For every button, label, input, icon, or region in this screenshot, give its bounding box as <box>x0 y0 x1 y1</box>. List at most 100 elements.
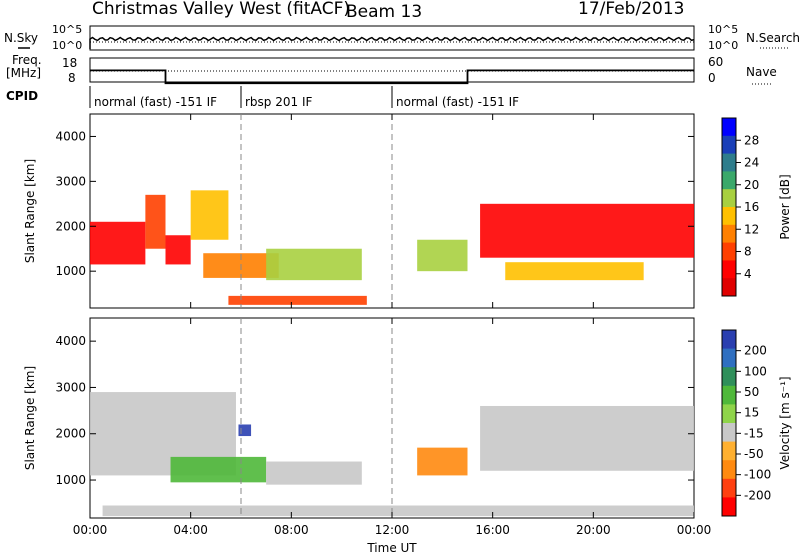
colorbar-tick-label: 20 <box>744 178 759 192</box>
colorbar-tick-label: 8 <box>744 245 752 259</box>
colorbar-tick-label: 16 <box>744 200 759 214</box>
colorbar-swatch <box>722 153 736 172</box>
y-tick-label: 1000 <box>55 473 86 487</box>
y-tick-label: 4000 <box>55 129 86 143</box>
x-tick-label: 20:00 <box>576 523 611 537</box>
colorbar-tick-label: 15 <box>744 406 759 420</box>
y-tick-label: 2000 <box>55 427 86 441</box>
colorbar-tick-label: -50 <box>744 447 764 461</box>
y-axis-label: Slant Range [km] <box>23 366 37 470</box>
title: Christmas Valley West (fitACF) <box>92 0 350 19</box>
colorbar-swatch <box>722 460 736 480</box>
noise-panel <box>89 25 695 51</box>
y-axis-label: Slant Range [km] <box>23 159 37 263</box>
data-region <box>238 424 252 437</box>
colorbar-swatch <box>722 478 736 498</box>
colorbar-label: Power [dB] <box>778 174 792 239</box>
data-region <box>417 239 468 272</box>
x-axis-label: Time UT <box>366 541 417 554</box>
data-region <box>190 190 229 240</box>
cpid-segment-label: normal (fast) -151 IF <box>396 95 519 109</box>
x-tick-label: 00:00 <box>677 523 712 537</box>
y-tick-label: 3000 <box>55 174 86 188</box>
x-tick-label: 04:00 <box>173 523 208 537</box>
colorbar-tick-label: -200 <box>744 488 771 502</box>
y-tick-label: 2000 <box>55 219 86 233</box>
data-region <box>266 248 362 281</box>
colorbar-swatch <box>722 207 736 226</box>
data-region <box>417 447 468 476</box>
freq-tick-top: 18 <box>62 56 77 70</box>
velocity-colorbar: 200 100 50 15 -15 -50 -100 -200 Velocity [m s⁻¹] <box>721 329 792 517</box>
cpid-segment-label: rbsp 201 IF <box>245 95 312 109</box>
freq-tick-bottom: 8 <box>68 71 76 85</box>
data-region <box>90 221 146 265</box>
x-tick-label: 08:00 <box>274 523 309 537</box>
colorbar-tick-label: -15 <box>744 426 764 440</box>
nsearch-label: N.Search <box>746 31 800 45</box>
nsky-trace <box>89 36 695 49</box>
colorbar-tick-label: 12 <box>744 222 759 236</box>
data-region <box>480 203 694 258</box>
data-region <box>102 505 695 517</box>
x-tick-label: 12:00 <box>375 523 410 537</box>
power-panel: 1000 2000 3000 4000 Slant Range [km] <box>23 113 695 309</box>
colorbar-swatch <box>722 423 736 443</box>
colorbar-swatch <box>722 441 736 461</box>
y-tick-label: 1000 <box>55 264 86 278</box>
colorbar-swatch <box>722 278 736 297</box>
data-region <box>228 295 367 305</box>
power-colorbar: 28 24 20 16 12 8 4 Power [dB] <box>721 117 792 297</box>
noise-traces <box>89 36 695 49</box>
noise-tick-right-top: 10^5 <box>708 23 738 36</box>
x-tick-label: 00:00 <box>73 523 108 537</box>
cpid-segment-label: normal (fast) -151 IF <box>94 95 217 109</box>
x-axis: 00:00 04:00 08:00 12:00 16:00 20:00 00:00 <box>73 114 712 537</box>
freq-line <box>90 69 694 85</box>
velocity-panel: 1000 2000 3000 4000 Slant Range [km] <box>23 317 695 519</box>
colorbar-swatch <box>722 348 736 368</box>
colorbar-frame <box>721 329 737 517</box>
colorbar-tick-label: 200 <box>744 344 767 358</box>
data-region <box>480 405 694 471</box>
noise-tick-left-bottom: 10^0 <box>52 39 82 52</box>
colorbar-swatch <box>722 404 736 424</box>
colorbar-tick-label: 28 <box>744 133 759 147</box>
colorbar-swatch <box>722 135 736 155</box>
colorbar-swatch <box>722 385 736 405</box>
colorbar-swatch <box>722 171 736 190</box>
date-label: 17/Feb/2013 <box>578 0 684 19</box>
colorbar-swatch <box>722 497 736 517</box>
colorbar-tick-label: 24 <box>744 156 759 170</box>
cpid-label: CPID <box>6 89 38 103</box>
data-region <box>145 194 166 249</box>
nave-label: Nave <box>746 65 777 79</box>
data-region <box>505 262 644 281</box>
colorbar-swatch <box>722 189 736 208</box>
y-tick-label: 3000 <box>55 380 86 394</box>
freq-unit-label: [MHz] <box>6 66 41 80</box>
freq-label: Freq. <box>12 53 42 67</box>
noise-tick-left-top: 10^5 <box>52 23 82 36</box>
colorbar-swatch <box>722 367 736 387</box>
y-tick-label: 4000 <box>55 334 86 348</box>
colorbar-swatch <box>722 242 736 261</box>
data-region <box>165 235 191 265</box>
beam-label: Beam 13 <box>346 2 422 22</box>
colorbar-tick-label: -100 <box>744 468 771 482</box>
colorbar-tick-label: 50 <box>744 385 759 399</box>
data-region <box>266 461 362 485</box>
colorbar-tick-label: 100 <box>744 364 767 378</box>
x-tick-label: 16:00 <box>475 523 510 537</box>
colorbar-swatch <box>722 118 736 137</box>
data-region <box>170 456 267 483</box>
colorbar-swatch <box>722 330 736 350</box>
cpid-row: normal (fast) -151 IF rbsp 201 IF normal (… <box>89 86 519 109</box>
nsky-label: N.Sky <box>4 31 38 45</box>
nave-tick-top: 60 <box>708 55 723 69</box>
nave-tick-bottom: 0 <box>708 71 716 85</box>
colorbar-label: Velocity [m s⁻¹] <box>778 376 792 469</box>
noise-tick-right-bottom: 10^0 <box>708 39 738 52</box>
